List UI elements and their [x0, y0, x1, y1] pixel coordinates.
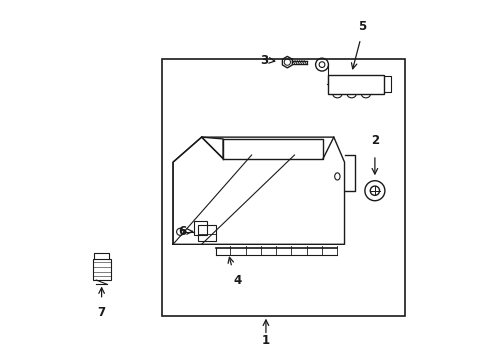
Text: 4: 4 — [233, 274, 241, 287]
Bar — [328, 75, 383, 94]
Text: 1: 1 — [262, 334, 269, 347]
Bar — [198, 225, 216, 241]
Text: 5: 5 — [358, 20, 366, 33]
Bar — [162, 59, 405, 316]
Bar — [194, 221, 206, 235]
Bar — [93, 258, 110, 280]
Text: 7: 7 — [97, 306, 105, 319]
Text: 6: 6 — [178, 225, 186, 238]
Text: 3: 3 — [260, 54, 267, 67]
Text: 2: 2 — [370, 134, 378, 147]
